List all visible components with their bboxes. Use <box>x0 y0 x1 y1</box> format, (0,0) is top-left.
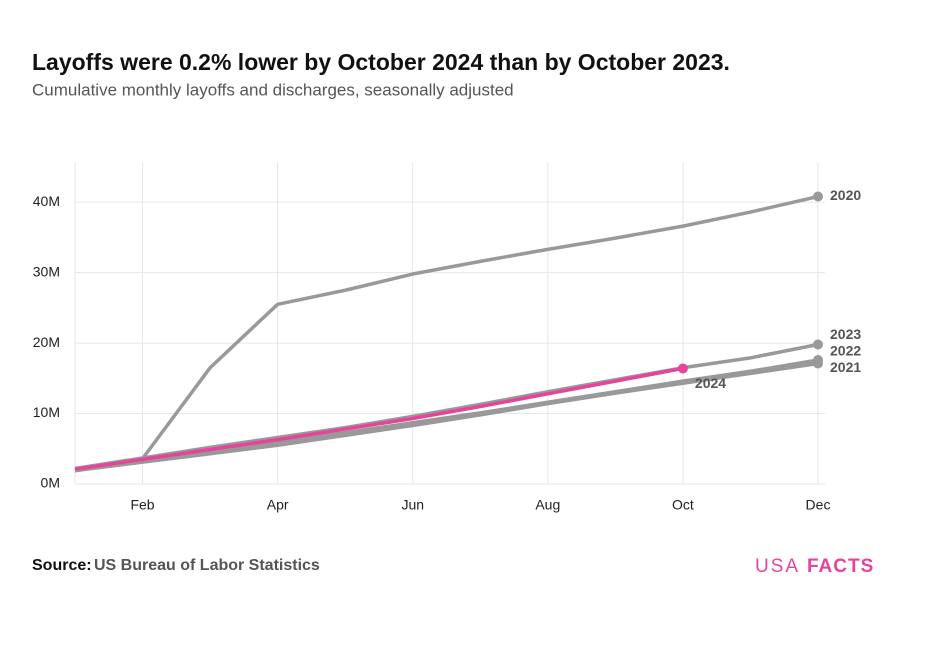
source-label: Source: <box>32 557 92 574</box>
x-tick-label: Aug <box>535 497 560 513</box>
series-label: 2021 <box>830 359 861 375</box>
series-line <box>74 342 819 471</box>
logo-usa: USA <box>755 556 800 577</box>
end-point <box>677 363 688 374</box>
series-label: 2022 <box>830 343 861 359</box>
y-tick-label: 10M <box>33 404 60 420</box>
source: US Bureau of Labor Statistics <box>94 557 320 574</box>
chart-title: Layoffs were 0.2% lower by October 2024 … <box>32 49 730 75</box>
y-tick-label: 20M <box>33 334 60 350</box>
series-line <box>74 358 819 473</box>
y-tick-label: 0M <box>41 475 60 491</box>
series-label: 2020 <box>830 187 861 203</box>
series-line <box>74 194 819 472</box>
x-tick-label: Apr <box>267 497 289 513</box>
series-line <box>74 366 684 471</box>
series-label: 2024 <box>695 375 726 391</box>
series-line <box>74 361 819 473</box>
series-label: 2023 <box>830 326 861 342</box>
x-tick-label: Dec <box>806 497 831 513</box>
x-tick-label: Jun <box>401 497 424 513</box>
chart-subtitle: Cumulative monthly layoffs and discharge… <box>32 80 514 99</box>
end-point <box>813 354 823 365</box>
end-point <box>813 339 823 350</box>
y-tick-label: 40M <box>33 193 60 209</box>
x-tick-label: Oct <box>672 497 694 513</box>
end-point <box>813 191 823 202</box>
y-tick-label: 30M <box>33 263 60 279</box>
logo-facts: FACTS <box>807 556 874 577</box>
x-tick-label: Feb <box>130 497 154 513</box>
